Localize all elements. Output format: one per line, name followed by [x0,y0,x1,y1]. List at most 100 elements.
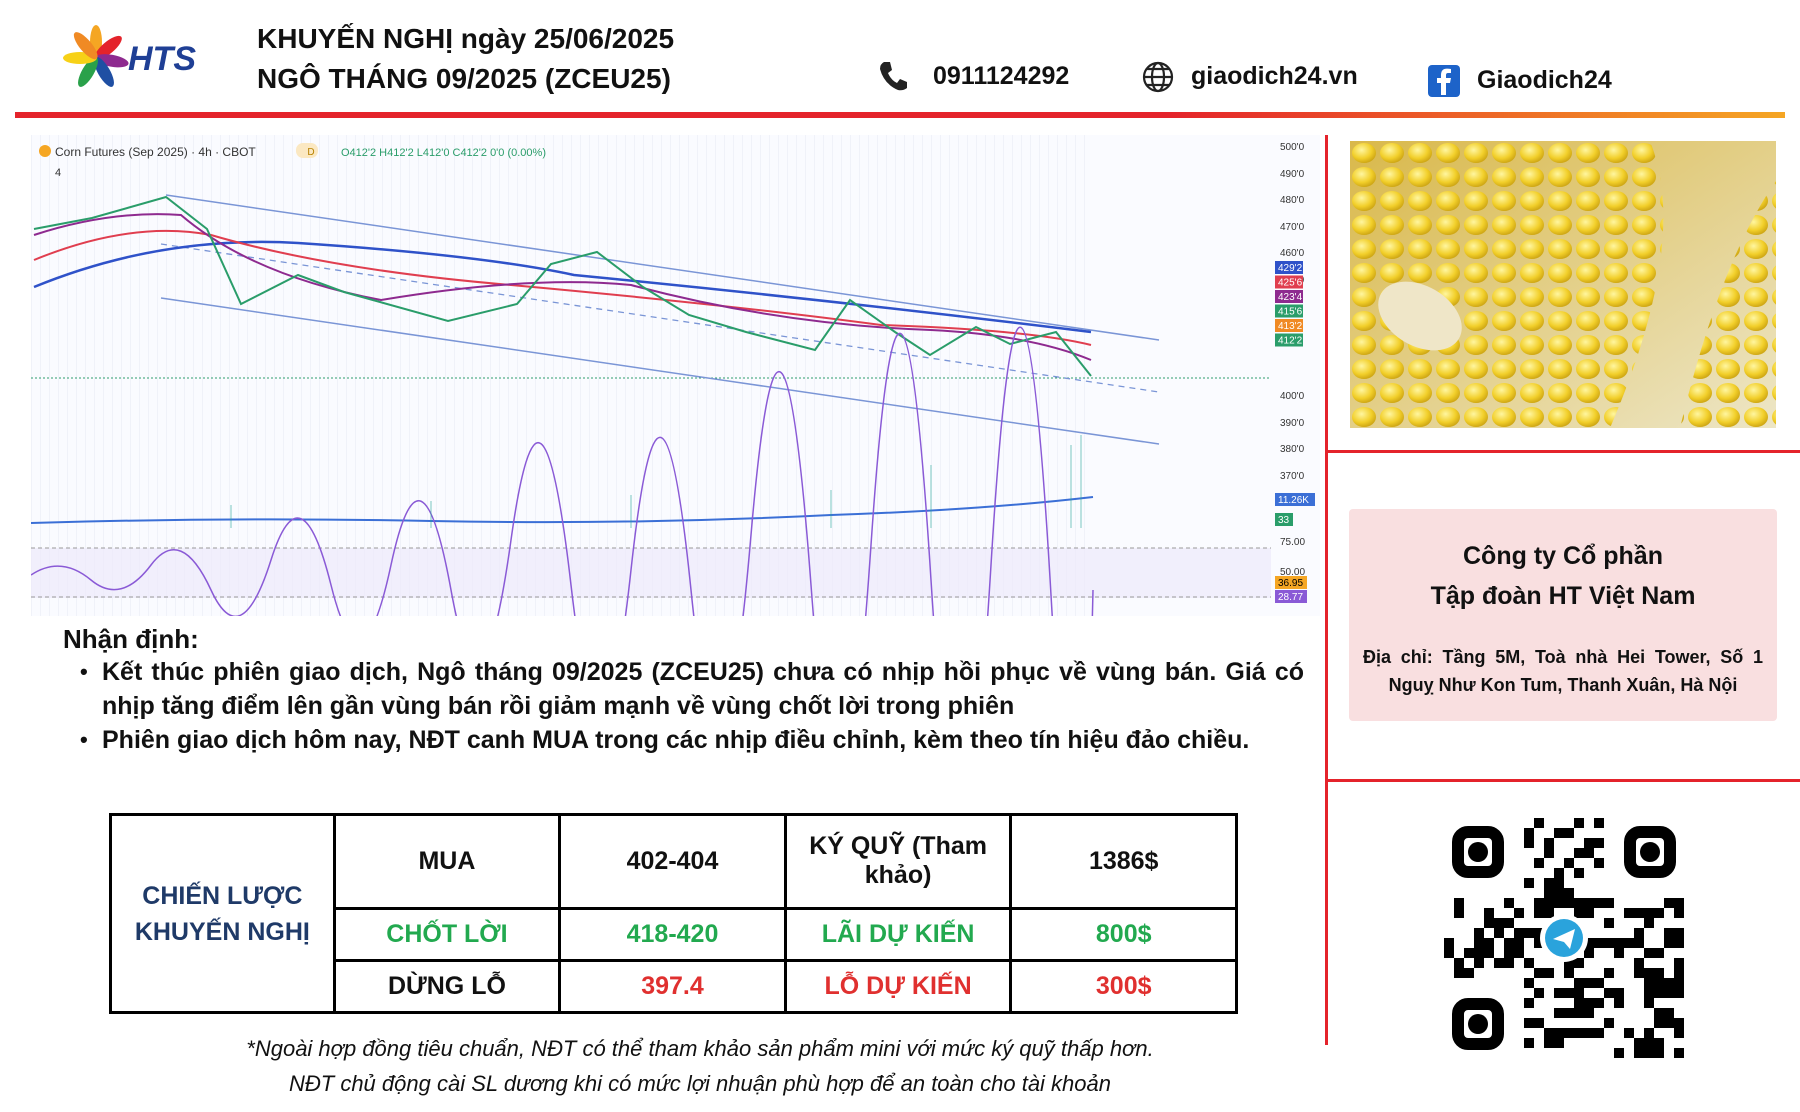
qr-module [1654,1048,1664,1058]
cell: KÝ QUỸ (Tham khảo) [783,813,1013,910]
qr-module [1554,1008,1564,1018]
qr-module [1534,968,1544,978]
qr-module [1654,968,1664,978]
qr-module [1614,1048,1624,1058]
rsi-axis-label: 50.00 [1280,567,1305,578]
rsi-tag [1275,590,1307,603]
rsi-axis-label: 75.00 [1280,537,1305,548]
qr-module [1504,938,1514,948]
price-axis-label: 370'0 [1280,471,1305,482]
qr-module [1514,908,1524,918]
qr-module [1484,938,1494,948]
qr-module [1674,908,1684,918]
qr-module [1674,898,1684,908]
cell: MUA [332,813,562,910]
phone: 0911124292 [933,62,1070,90]
price-tag-label: 413'2 [1278,321,1303,332]
qr-module [1584,848,1594,858]
price-tag-label: 412'2 [1278,336,1303,347]
qr-module [1544,878,1554,888]
price-tag-label: 429'2 [1278,263,1303,274]
qr-module [1634,938,1644,948]
qr-module [1584,838,1594,848]
note: NĐT chủ động cài SL dương khi có mức lợi… [289,1071,1111,1096]
qr-module [1524,998,1534,1008]
qr-module [1524,838,1534,848]
qr-module [1644,998,1654,1008]
company-box: Công ty Cổ phần Tập đoàn HT Việt Nam Địa… [1349,509,1777,721]
qr-module [1534,938,1544,948]
rsi-tag [1275,576,1307,589]
chart-screenshot: Corn Futures (Sep 2025) · 4h · CBOT D O4… [31,135,1320,616]
qr-module [1574,1028,1584,1038]
price-tag-label: 425'6 [1278,278,1303,289]
qr-module [1474,958,1484,968]
cell: CHỐT LỜI [332,906,562,962]
logo: HTS [63,25,196,87]
qr-module [1524,1018,1534,1028]
qr-module [1574,1008,1584,1018]
volume-tag-label: 33 [1278,515,1290,526]
qr-module [1484,918,1494,928]
qr-module [1644,908,1654,918]
qr-module [1534,1018,1544,1028]
volume-tag [1275,513,1293,526]
brand: HTS [128,40,196,78]
qr-module [1534,928,1544,938]
qr-module [1674,938,1684,948]
qr-module [1604,988,1614,998]
price-axis-label: 490'0 [1280,169,1305,180]
analysis-heading: Nhận định: [63,624,199,654]
qr-module [1584,1008,1594,1018]
company-name: Tập đoàn HT Việt Nam [1430,582,1696,610]
facebook: Giaodich24 [1477,66,1612,94]
qr-module [1594,938,1604,948]
cell: 397.4 [558,958,787,1015]
qr-module [1474,938,1484,948]
qr-module [1444,938,1454,948]
qr-module [1564,888,1574,898]
qr-module [1524,958,1534,968]
note: *Ngoài hợp đồng tiêu chuẩn, NĐT có thể t… [246,1036,1154,1061]
qr-module [1514,948,1524,958]
volume-tag-label: 11.26K [1278,495,1309,506]
qr-module [1504,918,1514,928]
qr-module [1464,948,1474,958]
qr-module [1544,1028,1554,1038]
price-tag-label: 423'4 [1278,292,1303,303]
qr-module [1574,898,1584,908]
qr-module [1554,878,1564,888]
qr-module [1644,1038,1654,1048]
qr-module [1504,898,1514,908]
qr-module [1574,848,1584,858]
qr-module [1564,1028,1574,1038]
qr-module [1594,978,1604,988]
price-tag [1275,275,1303,289]
qr-module [1564,958,1574,968]
price-tag [1275,261,1303,274]
qr-module [1614,998,1624,1008]
qr-module [1574,988,1584,998]
qr-module [1654,978,1664,988]
company-address: Địa chỉ: Tầng 5M, Toà nhà Hei Tower, Số … [1363,647,1763,695]
cell: 800$ [1009,906,1238,962]
qr-module [1624,908,1634,918]
divider [1328,779,1800,782]
qr-module [1534,858,1544,868]
qr-module [1584,938,1594,948]
qr-module [1454,898,1464,908]
cell: 1386$ [1009,813,1238,910]
qr-module [1514,938,1524,948]
volume-tag [1275,493,1315,506]
qr-module [1444,948,1454,958]
qr-module [1644,1048,1654,1058]
qr-module [1484,908,1494,918]
qr-module [1664,938,1674,948]
qr-module [1664,1018,1674,1028]
qr-module [1664,898,1674,908]
qr-module [1634,1038,1644,1048]
qr-module [1544,888,1554,898]
qr-module [1534,908,1544,918]
qr-module [1494,918,1504,928]
